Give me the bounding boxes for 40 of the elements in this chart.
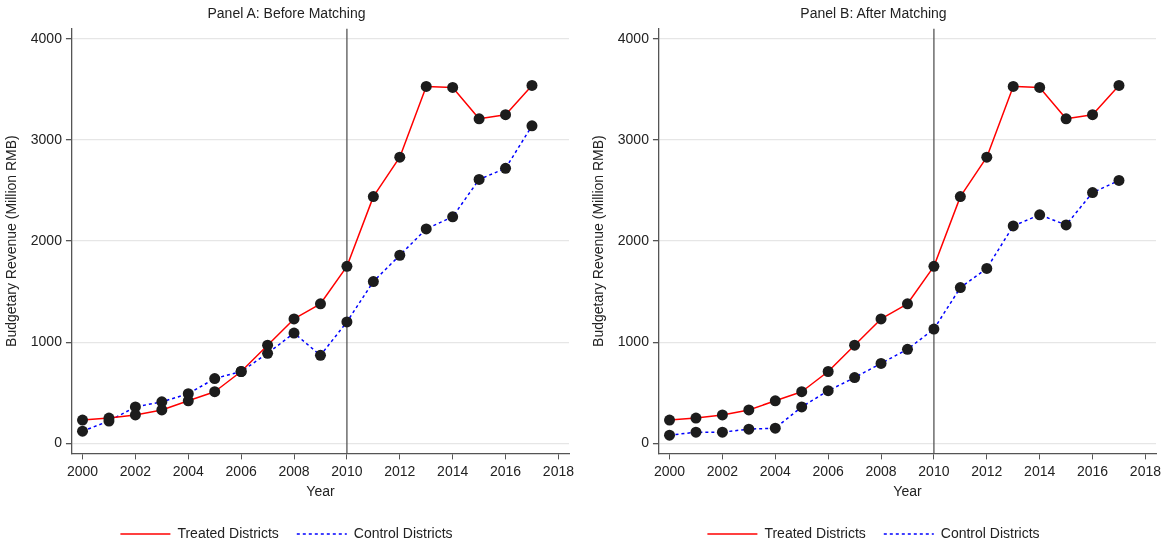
x-tick-label: 2000 [653, 462, 686, 479]
y-tick-label: 4000 [617, 29, 650, 46]
legend-label: Treated Districts [764, 524, 866, 541]
legend-label: Control Districts [353, 524, 453, 541]
legend-label: Control Districts [940, 524, 1040, 541]
y-tick-label: 2000 [617, 231, 650, 248]
x-tick-label: 2004 [759, 462, 792, 479]
y-tick-label: 3000 [30, 130, 63, 147]
x-tick-label: 2016 [1076, 462, 1109, 479]
x-tick-label: 2002 [119, 462, 152, 479]
x-tick-label: 2000 [66, 462, 99, 479]
x-axis-title: Year [306, 483, 335, 500]
y-tick-label: 0 [641, 434, 650, 451]
x-tick-label: 2008 [278, 462, 310, 479]
y-tick-label: 3000 [617, 130, 650, 147]
y-tick-label: 4000 [30, 29, 63, 46]
y-tick-label: 1000 [30, 333, 63, 350]
x-tick-label: 2012 [384, 462, 416, 479]
x-tick-label: 2002 [706, 462, 739, 479]
legend-label: Treated Districts [177, 524, 279, 541]
x-tick-label: 2012 [971, 462, 1003, 479]
x-tick-label: 2018 [542, 462, 575, 479]
x-tick-label: 2004 [172, 462, 205, 479]
x-tick-label: 2014 [1024, 462, 1056, 479]
chart-title: Panel A: Before Matching [207, 5, 366, 22]
y-axis-title: Budgetary Revenue (Million RMB) [3, 135, 20, 347]
x-tick-label: 2016 [489, 462, 522, 479]
y-tick-label: 0 [54, 434, 63, 451]
y-axis-title: Budgetary Revenue (Million RMB) [590, 135, 607, 347]
y-tick-label: 2000 [30, 231, 63, 248]
x-tick-label: 2010 [331, 462, 363, 479]
y-tick-label: 1000 [617, 333, 650, 350]
x-tick-label: 2018 [1129, 462, 1162, 479]
x-tick-label: 2010 [918, 462, 950, 479]
chart-title: Panel B: After Matching [800, 5, 947, 22]
x-axis-title: Year [893, 483, 922, 500]
x-tick-label: 2006 [225, 462, 257, 479]
x-tick-label: 2014 [437, 462, 469, 479]
x-tick-label: 2006 [812, 462, 844, 479]
x-tick-label: 2008 [865, 462, 897, 479]
